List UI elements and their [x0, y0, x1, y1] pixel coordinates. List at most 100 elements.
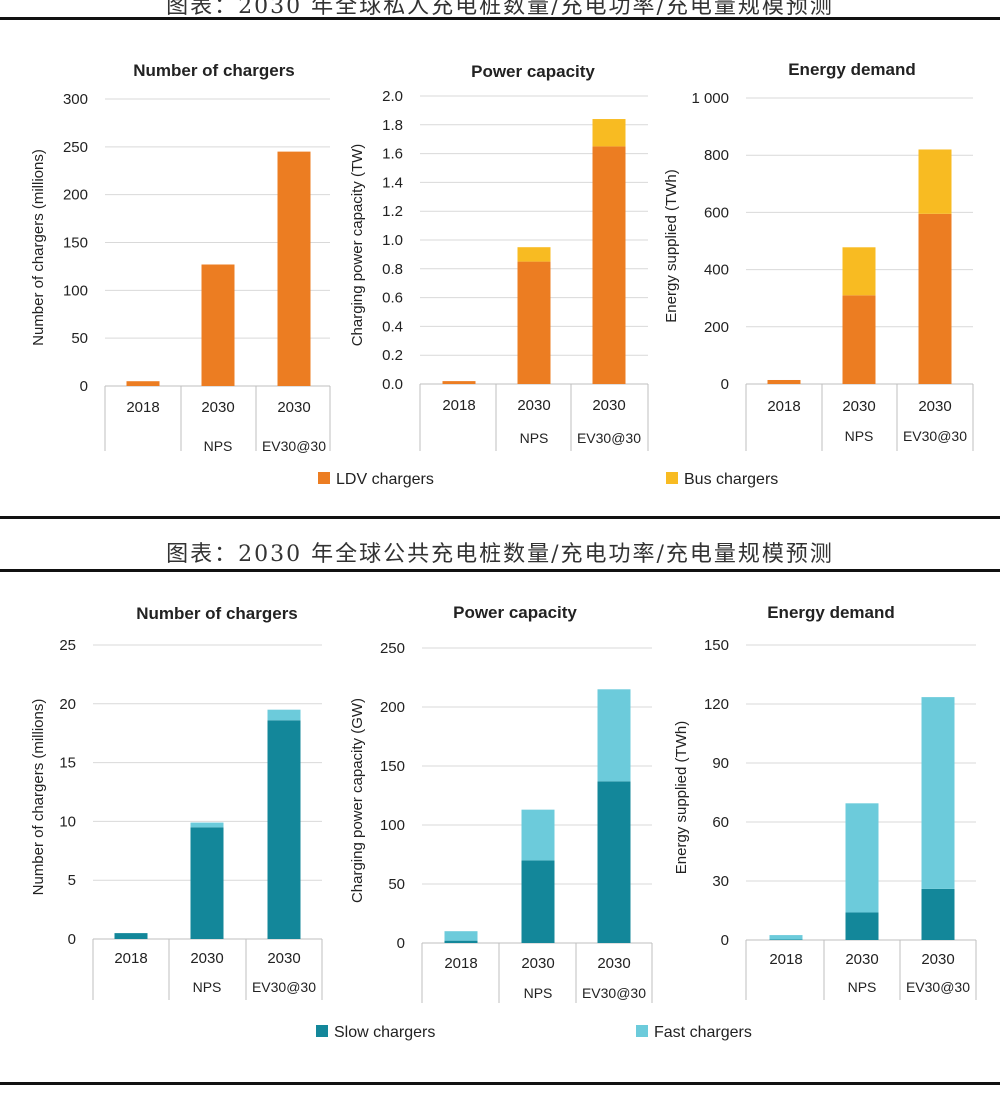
bar-segment	[918, 149, 952, 214]
bar-segment	[442, 381, 476, 384]
bar-segment	[521, 860, 555, 943]
bar-segment	[444, 931, 478, 941]
x-category-label: 2030	[190, 950, 223, 967]
bar-segment	[517, 247, 551, 262]
y-axis-label: Charging power capacity (GW)	[349, 698, 366, 903]
y-tick-label: 200	[63, 187, 88, 204]
y-tick-label: 10	[59, 813, 76, 830]
y-tick-label: 1.8	[382, 117, 403, 134]
bar-segment	[769, 939, 803, 940]
x-category-label: 2030	[842, 398, 875, 415]
y-tick-label: 0	[721, 376, 729, 393]
bar-segment	[842, 247, 876, 296]
y-tick-label: 120	[704, 696, 729, 713]
y-axis-label: Number of chargers (millions)	[30, 149, 47, 346]
y-tick-label: 0	[80, 378, 88, 395]
y-tick-label: 0.6	[382, 290, 403, 307]
chart-title: Power capacity	[453, 603, 577, 622]
y-tick-label: 0	[721, 932, 729, 949]
section-title-private: 图表：2030 年全球私人充电桩数量/充电功率/充电量规模预测	[166, 0, 834, 19]
y-tick-label: 90	[712, 755, 729, 772]
y-axis-label: Energy supplied (TWh)	[673, 721, 690, 874]
x-subcategory-label: NPS	[848, 979, 877, 995]
x-subcategory-label: EV30@30	[577, 430, 641, 446]
x-subcategory-label: NPS	[524, 985, 553, 1001]
y-tick-label: 0.2	[382, 347, 403, 364]
bar-segment	[126, 381, 160, 386]
y-tick-label: 0.4	[382, 318, 403, 335]
x-subcategory-label: NPS	[204, 438, 233, 454]
y-tick-label: 0	[68, 931, 76, 948]
x-category-label: 2030	[845, 951, 878, 968]
legend-label: Slow chargers	[334, 1024, 435, 1041]
x-category-label: 2030	[921, 951, 954, 968]
x-subcategory-label: NPS	[845, 428, 874, 444]
x-subcategory-label: NPS	[193, 979, 222, 995]
y-axis-label: Charging power capacity (TW)	[349, 144, 366, 347]
bar-segment	[921, 888, 955, 940]
legend-swatch	[636, 1025, 648, 1037]
bottom-rule	[0, 1082, 1000, 1085]
legend-label: Fast chargers	[654, 1024, 752, 1041]
chart-title: Energy demand	[788, 60, 916, 79]
y-tick-label: 150	[380, 758, 405, 775]
x-subcategory-label: EV30@30	[582, 985, 646, 1001]
y-tick-label: 0.8	[382, 261, 403, 278]
y-tick-label: 150	[63, 235, 88, 252]
y-tick-label: 800	[704, 147, 729, 164]
y-axis-label: Number of chargers (millions)	[30, 699, 47, 896]
y-tick-label: 15	[59, 755, 76, 772]
y-tick-label: 100	[380, 817, 405, 834]
x-subcategory-label: EV30@30	[262, 438, 326, 454]
x-category-label: 2030	[517, 397, 550, 414]
x-category-label: 2018	[126, 399, 159, 416]
x-category-label: 2030	[277, 399, 310, 416]
legend-swatch	[318, 472, 330, 484]
y-tick-label: 5	[68, 872, 76, 889]
bar-segment	[769, 935, 803, 940]
x-category-label: 2030	[918, 398, 951, 415]
bar-segment	[190, 827, 224, 939]
y-tick-label: 250	[380, 640, 405, 657]
bar-segment	[767, 379, 801, 384]
bar-segment	[267, 720, 301, 939]
y-tick-label: 60	[712, 814, 729, 831]
x-category-label: 2030	[592, 397, 625, 414]
x-category-label: 2030	[597, 955, 630, 972]
bar-segment	[521, 809, 555, 861]
legend-swatch	[316, 1025, 328, 1037]
bar-segment	[597, 781, 631, 943]
y-tick-label: 0.0	[382, 376, 403, 393]
bar-segment	[918, 213, 952, 384]
y-tick-label: 200	[704, 319, 729, 336]
y-tick-label: 25	[59, 637, 76, 654]
bar-segment	[201, 264, 235, 386]
middle-rule	[0, 516, 1000, 519]
x-category-label: 2030	[267, 950, 300, 967]
y-tick-label: 2.0	[382, 88, 403, 105]
bar-segment	[444, 940, 478, 943]
x-category-label: 2018	[769, 951, 802, 968]
y-tick-label: 1.0	[382, 232, 403, 249]
y-tick-label: 20	[59, 696, 76, 713]
bar-segment	[517, 261, 551, 384]
y-tick-label: 1.2	[382, 203, 403, 220]
y-tick-label: 1.4	[382, 174, 403, 191]
y-tick-label: 150	[704, 637, 729, 654]
public-title-rule	[0, 569, 1000, 572]
top-rule	[0, 17, 1000, 20]
chart-title: Number of chargers	[136, 604, 298, 623]
bar-segment	[597, 689, 631, 782]
y-tick-label: 1 000	[691, 90, 729, 107]
y-tick-label: 100	[63, 282, 88, 299]
x-category-label: 2030	[521, 955, 554, 972]
y-tick-label: 50	[71, 330, 88, 347]
x-category-label: 2018	[442, 397, 475, 414]
chart-title: Power capacity	[471, 62, 595, 81]
bar-segment	[592, 146, 626, 384]
legend-label: LDV chargers	[336, 471, 434, 488]
x-subcategory-label: NPS	[520, 430, 549, 446]
bar-segment	[114, 933, 148, 939]
legend-label: Bus chargers	[684, 471, 778, 488]
bar-segment	[921, 697, 955, 889]
